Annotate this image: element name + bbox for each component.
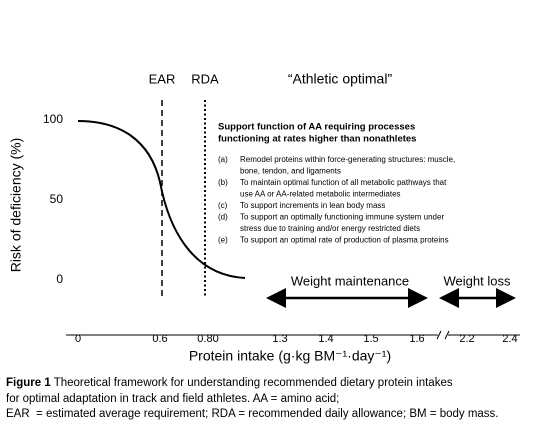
athletic-label: “Athletic optimal”: [288, 71, 393, 87]
weight-maintenance: Weight maintenance: [291, 273, 409, 288]
item-text: Remodel proteins within force-generating…: [240, 155, 455, 164]
x-tick-label: 1.4: [318, 333, 333, 345]
x-tick-label: 0.80: [197, 333, 218, 345]
item-marker: (a): [218, 155, 228, 164]
y-tick-label: 100: [43, 112, 63, 126]
rda-label: RDA: [191, 71, 219, 86]
item-text: bone, tendon, and ligaments: [240, 167, 341, 176]
risk-curve: [77, 120, 246, 279]
y-axis-label: Risk of deficiency (%): [8, 138, 24, 273]
caption-label: Figure 1: [6, 377, 51, 389]
caption-line: Theoretical framework for understanding …: [50, 377, 453, 389]
x-tick-label: 1.5: [363, 333, 378, 345]
ear-label: EAR: [149, 71, 176, 86]
item-text: stress due to training and/or energy res…: [240, 224, 420, 233]
y-tick-label: 0: [56, 272, 63, 286]
item-text: To support an optimally functioning immu…: [240, 213, 444, 222]
y-tick-label: 50: [50, 192, 64, 206]
heading: functioning at rates higher than nonathl…: [218, 134, 416, 145]
x-tick-label: 0: [75, 333, 81, 345]
caption: Figure 1 Theoretical framework for under…: [6, 376, 499, 423]
x-tick-label: 1.6: [409, 333, 424, 345]
item-marker: (d): [218, 213, 228, 222]
item-text: To maintain optimal function of all meta…: [240, 178, 447, 187]
item-marker: (e): [218, 236, 228, 245]
item-text: To support an optimal rate of production…: [240, 236, 449, 245]
x-tick-label: 2.2: [459, 333, 474, 345]
item-text: use AA or AA-related metabolic intermedi…: [240, 190, 401, 199]
caption-line: for optimal adaptation in track and fiel…: [6, 392, 340, 405]
item-marker: (b): [218, 178, 228, 187]
heading: Support function of AA requiring process…: [218, 122, 415, 133]
item-marker: (c): [218, 201, 228, 210]
axis-break: [436, 330, 450, 340]
x-axis-label: Protein intake (g·kg BM⁻¹·day⁻¹): [189, 348, 391, 364]
x-tick-label: 0.6: [152, 333, 167, 345]
x-tick-label: 1.3: [272, 333, 287, 345]
caption-line: EAR = estimated average requirement; RDA…: [6, 408, 499, 420]
weight-loss: Weight loss: [444, 273, 511, 288]
item-text: To support increments in lean body mass: [240, 201, 385, 210]
x-tick-label: 2.4: [502, 333, 517, 345]
figure: EAR RDA “Athletic optimal” Risk of defic…: [8, 71, 520, 364]
